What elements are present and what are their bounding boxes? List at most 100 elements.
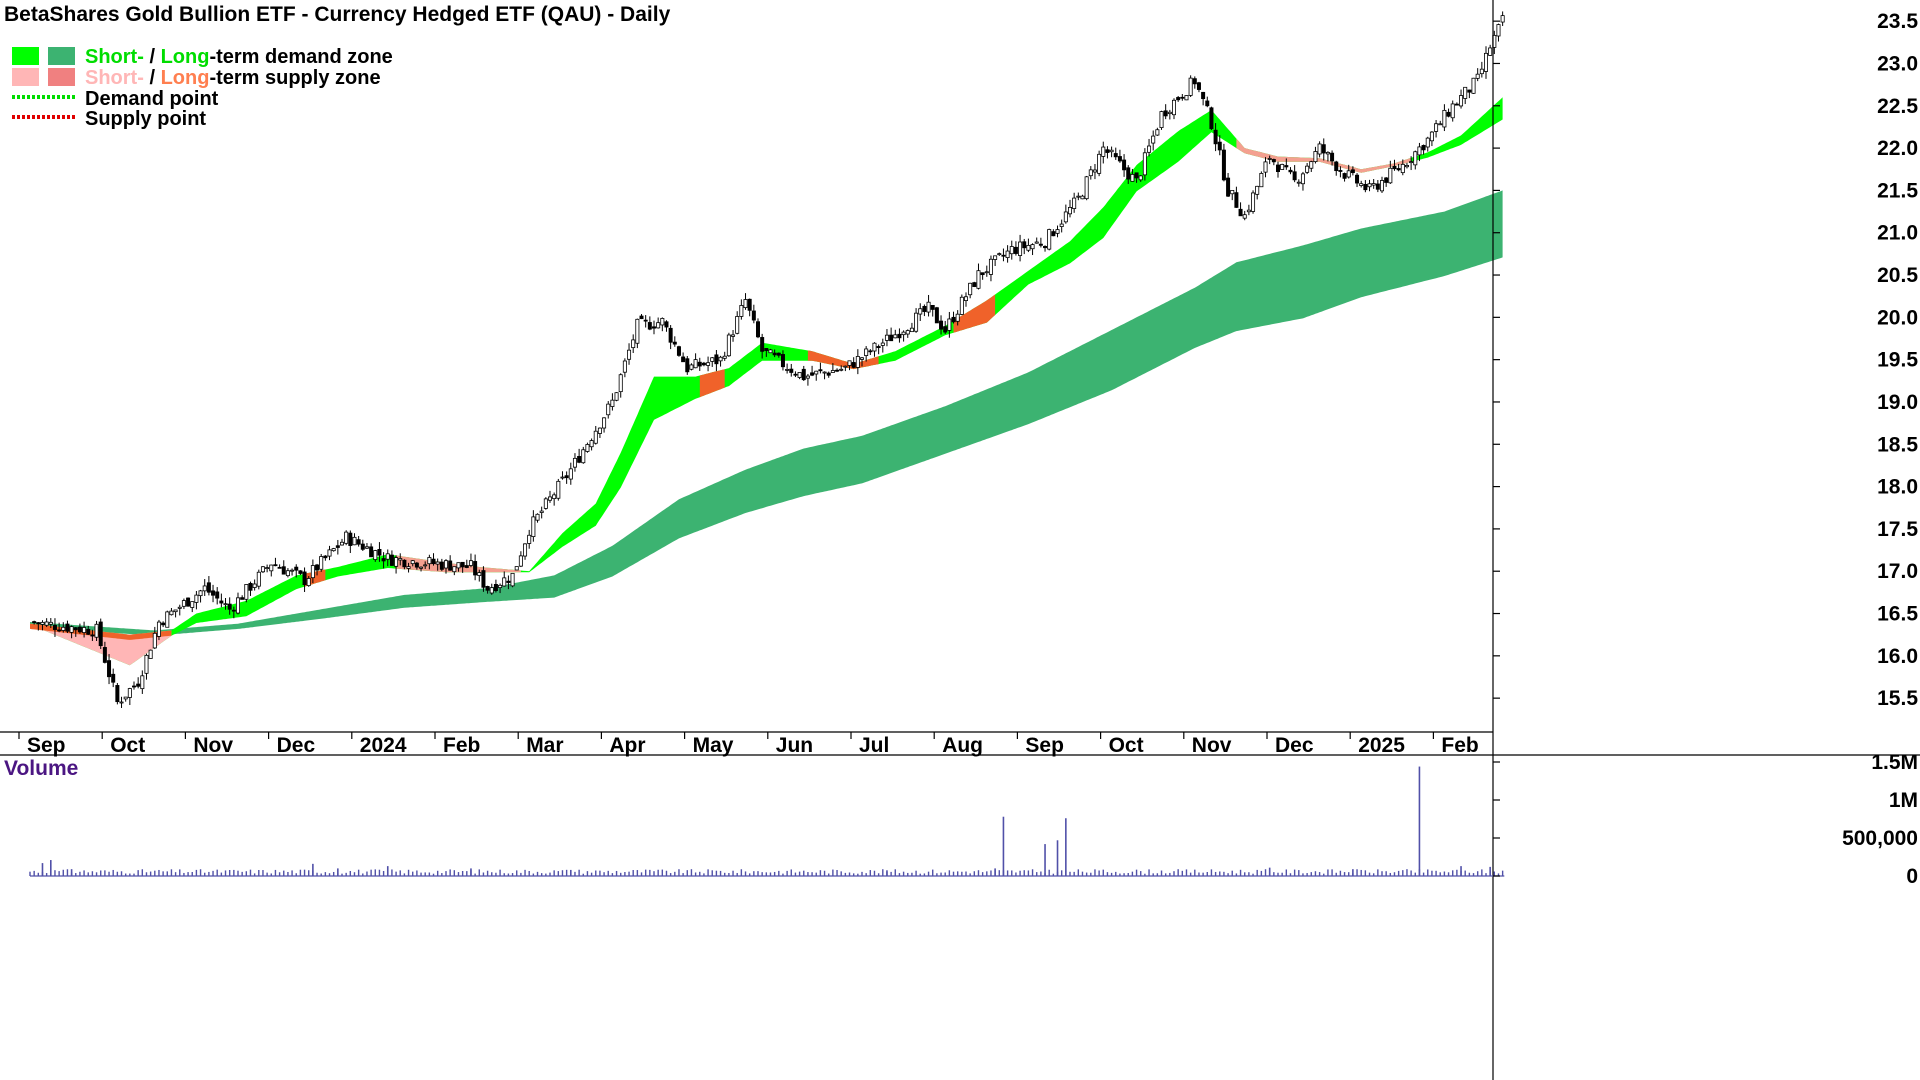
candle-body-36	[181, 600, 186, 607]
candle-body-304	[1296, 181, 1301, 184]
price-tick-label-14: 22.5	[1877, 95, 1918, 118]
price-tick-label-16: 23.5	[1877, 10, 1918, 33]
candle-body-305	[1300, 173, 1305, 185]
candle-body-74	[339, 541, 344, 546]
candle-body-183	[793, 373, 798, 376]
price-axis: 15.5 16.0 16.5 17.0 17.5 18.0 18.5 19.0 19.5 20.0…	[1493, 10, 1918, 710]
candle-body-40	[198, 590, 203, 597]
volume-tick-label-0: 0	[1906, 865, 1918, 888]
candle-body-236	[1013, 246, 1018, 254]
candle-body-239	[1026, 245, 1031, 251]
candle-body-75	[344, 531, 349, 544]
candle-body-353	[1500, 15, 1505, 23]
candle-body-272	[1163, 110, 1168, 117]
candle-body-116	[514, 566, 519, 571]
candle-body-215	[926, 301, 931, 313]
candle-body-52	[248, 582, 253, 591]
candle-body-320	[1363, 183, 1368, 191]
candle-body-203	[876, 346, 881, 349]
candle-body-216	[930, 304, 935, 310]
candle-body-156	[681, 356, 686, 363]
candle-body-256	[1097, 153, 1102, 174]
candle-body-230	[988, 258, 993, 275]
time-axis: Sep Oct Nov Dec 2024 Feb Mar Apr May Jun Jul Aug Sep…	[18, 732, 1479, 757]
candle-body-293	[1251, 192, 1256, 212]
price-tick-label-11: 21.0	[1877, 222, 1918, 245]
candle-body-110	[489, 587, 494, 594]
candle-body-118	[523, 543, 528, 557]
candle-body-164	[714, 354, 719, 365]
supply-segment-4	[807, 350, 879, 370]
supply-segment-2	[396, 555, 521, 573]
price-tick-label-13: 22.0	[1877, 137, 1918, 160]
candle-body-1	[36, 622, 41, 625]
candle-body-224	[964, 296, 969, 301]
candle-body-45	[219, 600, 224, 604]
candle-body-258	[1105, 149, 1110, 153]
candle-body-99	[443, 560, 448, 569]
candle-body-318	[1355, 174, 1360, 184]
candle-body-341	[1450, 103, 1455, 119]
candle-body-86	[389, 554, 394, 566]
candle-body-302	[1288, 169, 1293, 173]
candle-body-131	[577, 456, 582, 463]
candle-body-63	[294, 566, 299, 571]
candle-body-285	[1217, 141, 1222, 151]
candle-body-196	[847, 360, 852, 366]
candle-body-343	[1459, 95, 1464, 107]
candle-body-177	[768, 349, 773, 354]
candle-body-104	[464, 565, 469, 568]
volume-label: Volume	[4, 757, 78, 780]
price-candles	[32, 11, 1505, 708]
candle-body-60	[281, 566, 286, 575]
candle-body-85	[385, 553, 390, 560]
candle-body-150	[656, 322, 661, 329]
candle-body-108	[481, 570, 486, 588]
candle-body-16	[98, 621, 103, 647]
legend-demand-rest: -term demand zone	[209, 46, 392, 68]
candle-body-112	[498, 584, 503, 588]
legend-supply-long: Long	[161, 67, 210, 89]
candle-body-321	[1367, 183, 1372, 188]
candle-body-30	[156, 621, 161, 637]
candle-body-267	[1142, 152, 1147, 176]
candle-body-350	[1488, 47, 1493, 56]
candle-body-172	[747, 298, 752, 311]
candle-body-137	[602, 417, 607, 429]
candle-body-187	[810, 372, 815, 376]
candle-body-287	[1226, 177, 1231, 197]
time-tick-label-2: Nov	[193, 734, 233, 757]
candle-body-208	[897, 333, 902, 339]
candle-body-290	[1238, 208, 1243, 217]
candle-body-41	[202, 585, 207, 592]
legend-swatch-short-supply	[12, 68, 39, 86]
candle-body-197	[851, 362, 856, 368]
candle-body-168	[731, 334, 736, 337]
candle-body-317	[1350, 169, 1355, 174]
candle-body-338	[1438, 123, 1443, 126]
candle-body-314	[1338, 170, 1343, 172]
time-tick-label-7: Apr	[609, 734, 645, 757]
candle-body-3	[44, 621, 49, 626]
candle-body-67	[310, 565, 315, 579]
candle-body-115	[510, 572, 515, 587]
candle-body-117	[518, 555, 523, 567]
chart-title: BetaShares Gold Bullion ETF - Currency H…	[4, 3, 671, 26]
candle-body-87	[394, 557, 399, 567]
candle-body-176	[764, 348, 769, 351]
candle-body-251	[1076, 195, 1081, 198]
candle-body-171	[743, 299, 748, 309]
candle-body-306	[1305, 165, 1310, 173]
candle-body-57	[269, 564, 274, 572]
candle-body-166	[722, 355, 727, 359]
candle-body-84	[381, 558, 386, 562]
candle-body-233	[1001, 254, 1006, 257]
candle-body-29	[152, 632, 157, 649]
candle-body-189	[818, 369, 823, 372]
candle-body-101	[452, 566, 457, 573]
candle-body-234	[1005, 250, 1010, 259]
candle-body-214	[922, 306, 927, 312]
price-tick-label-3: 17.0	[1877, 560, 1918, 583]
candle-body-221	[951, 316, 956, 323]
candle-body-17	[102, 647, 107, 663]
